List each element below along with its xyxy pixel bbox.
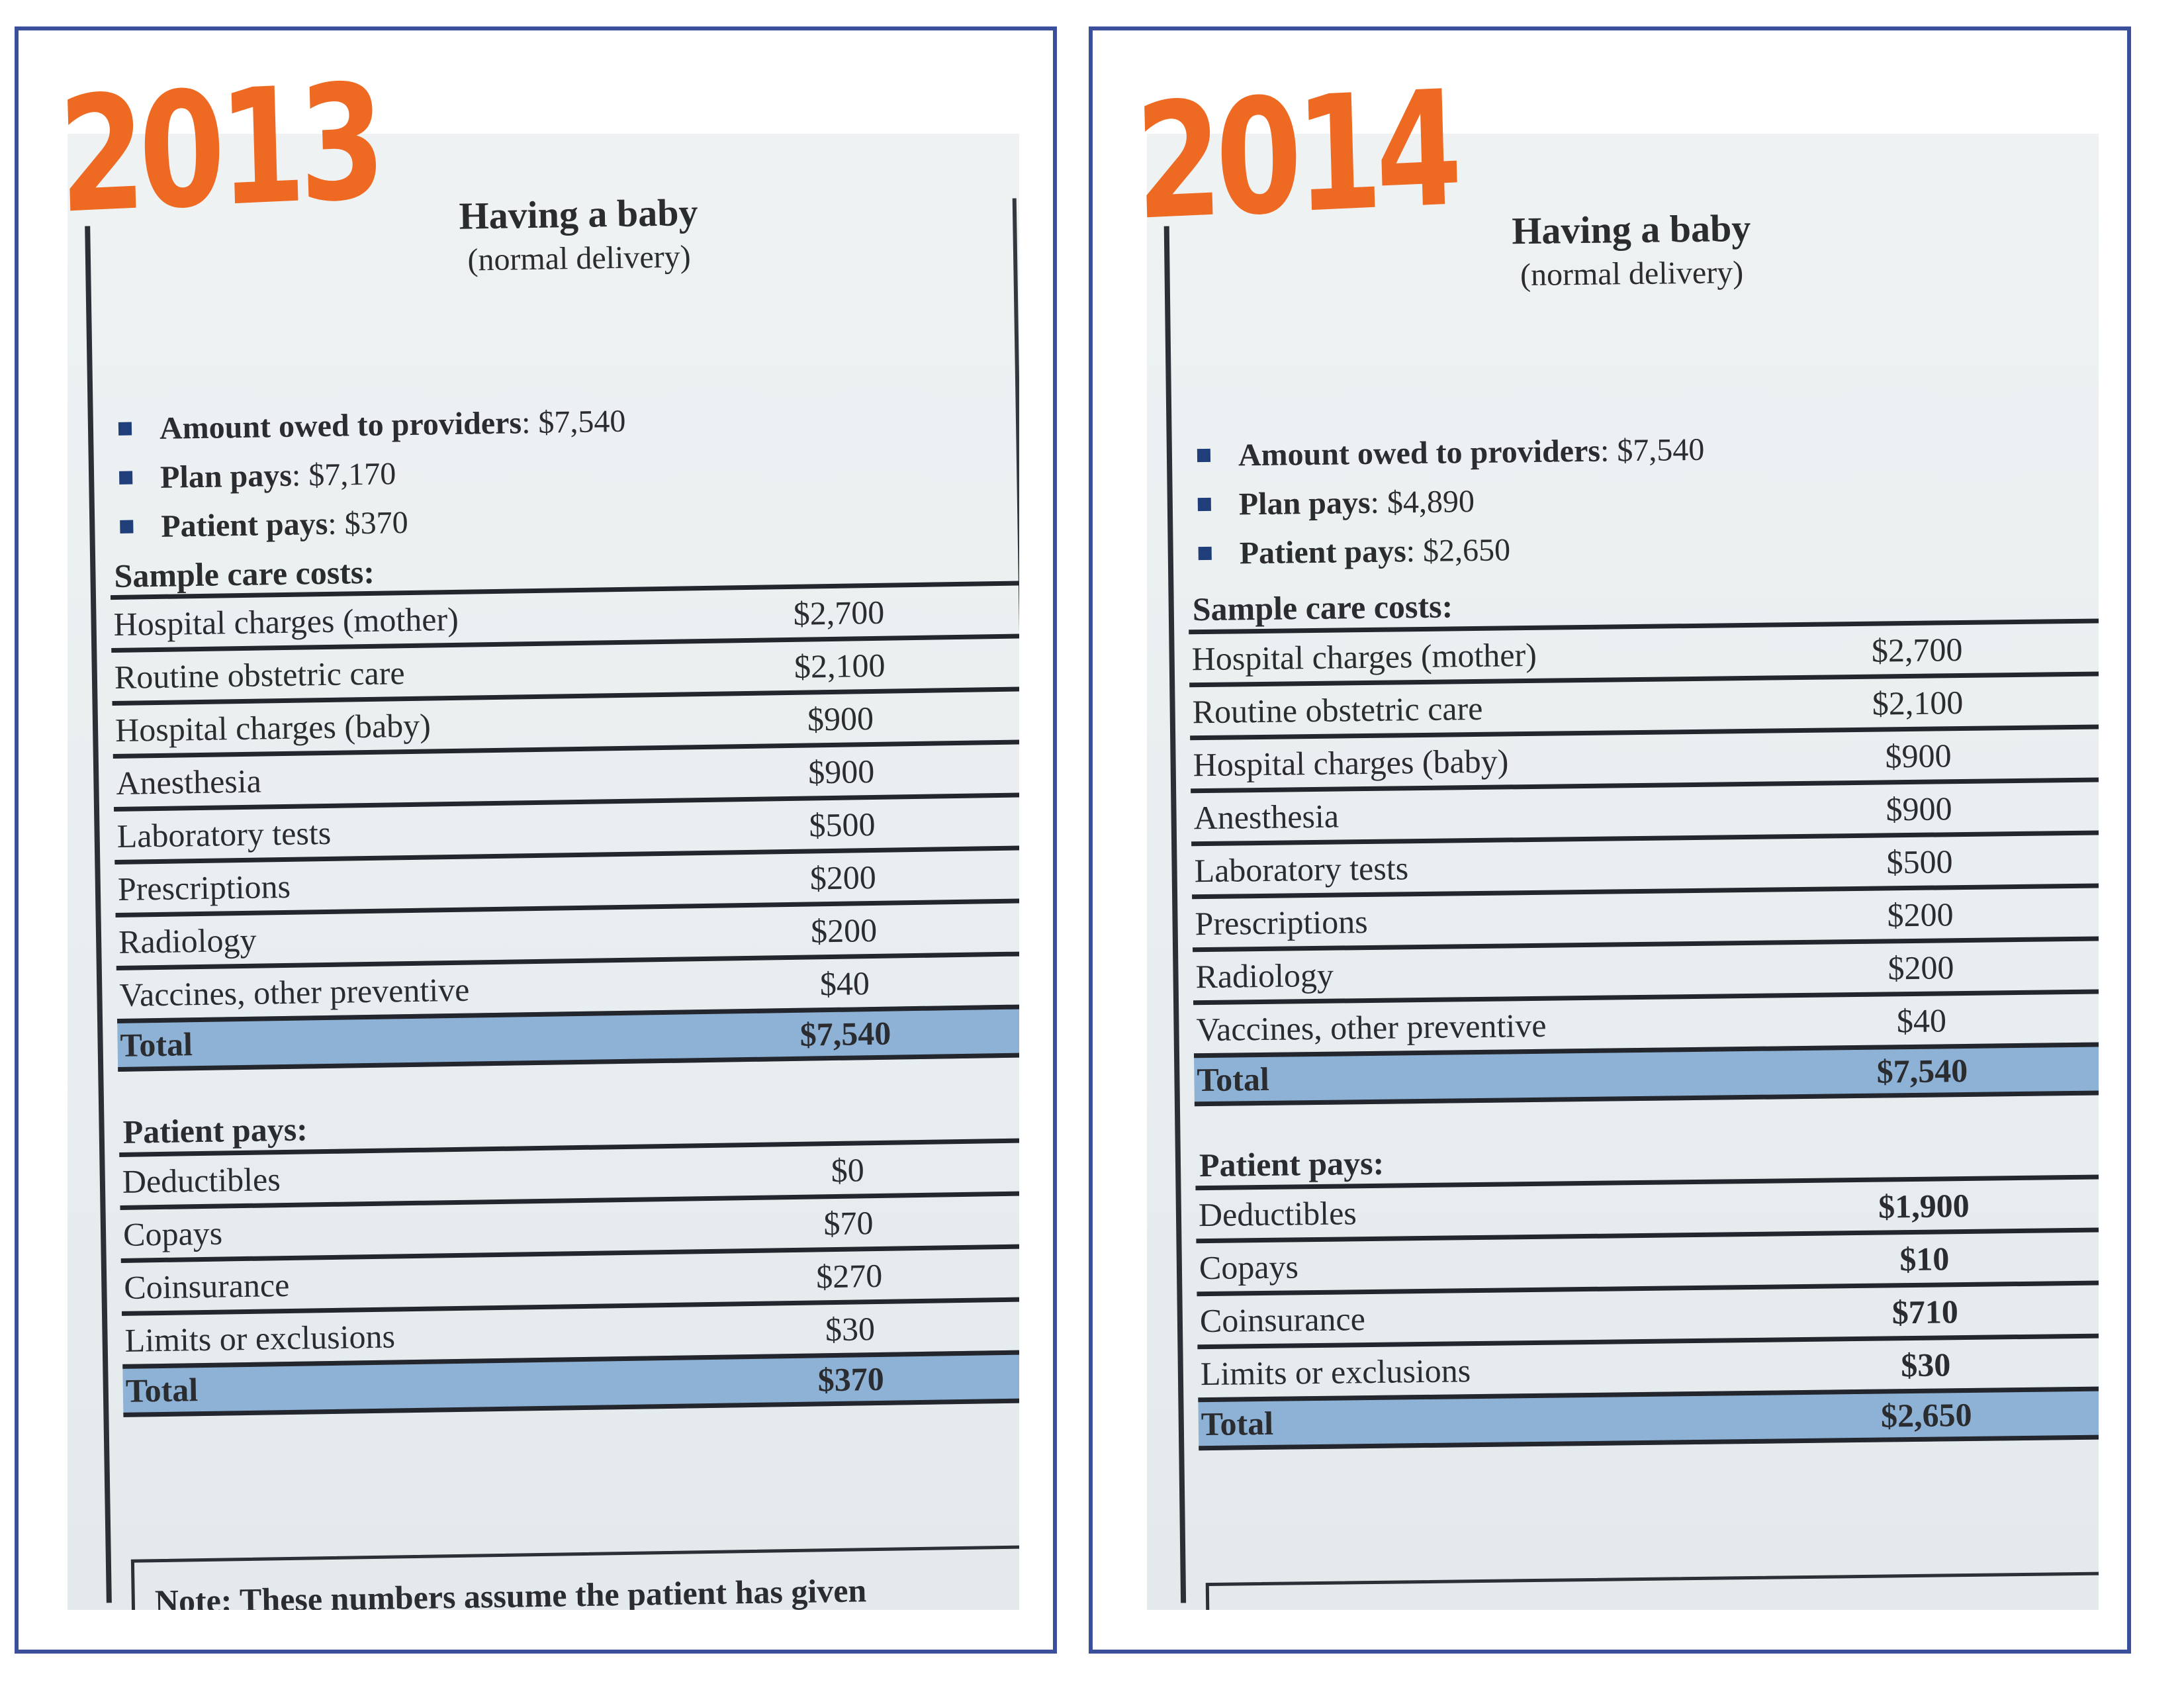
sample-costs-heading: Sample care costs: xyxy=(1192,587,1453,628)
year-badge-2013: 2013 xyxy=(56,49,382,249)
total-amount: $2,650 xyxy=(1880,1395,1972,1434)
row-amount: $900 xyxy=(1885,736,1952,774)
summary-item: Patient pays: $2,650 xyxy=(1198,518,2059,578)
patient-pays-heading: Patient pays: xyxy=(1199,1144,1385,1184)
row-amount: $30 xyxy=(1900,1345,1951,1383)
document-subtitle: (normal delivery) xyxy=(1520,255,1744,293)
sample-costs-table: Hospital charges (mother) $2,700 Routine … xyxy=(110,581,1019,1072)
row-amount: $0 xyxy=(831,1150,865,1189)
row-amount: $200 xyxy=(809,858,877,897)
page-border-left xyxy=(1163,226,1187,1603)
note-box: Note: These numbers assume the patient h… xyxy=(130,1545,1019,1610)
document-title: Having a baby xyxy=(1511,206,1751,253)
document-subtitle: (normal delivery) xyxy=(467,239,692,278)
bullet-icon xyxy=(120,520,134,534)
row-amount: $500 xyxy=(809,805,876,844)
sample-costs-heading: Sample care costs: xyxy=(114,553,375,594)
total-amount: $7,540 xyxy=(1876,1051,1968,1090)
row-amount: $900 xyxy=(807,752,875,791)
document-photo-2014: Having a baby (normal delivery) Amount o… xyxy=(1147,134,2099,1610)
document-heading: Having a baby (normal delivery) xyxy=(1492,206,1771,294)
summary-value: $7,170 xyxy=(308,455,396,492)
row-amount: $200 xyxy=(810,911,878,950)
summary-list: Amount owed to providers: $7,540 Plan pa… xyxy=(118,391,980,551)
row-amount: $2,100 xyxy=(1872,683,1964,722)
total-amount: $7,540 xyxy=(799,1014,891,1053)
summary-label: Plan pays xyxy=(159,457,293,495)
row-amount: $900 xyxy=(807,699,874,738)
bullet-icon xyxy=(1198,546,1212,561)
bullet-icon xyxy=(1197,497,1211,512)
year-badge-2014: 2014 xyxy=(1133,56,1459,256)
row-amount: $2,100 xyxy=(794,646,886,685)
row-amount: $200 xyxy=(1887,895,1954,933)
row-amount: $2,700 xyxy=(1871,630,1963,669)
sample-costs-table: Hospital charges (mother) $2,700 Routine … xyxy=(1189,618,2099,1107)
panel-2013-frame: Having a baby (normal delivery) Amount o… xyxy=(15,26,1057,1654)
row-amount: $1,900 xyxy=(1878,1186,1970,1225)
row-amount: $40 xyxy=(1896,1001,1947,1039)
patient-pays-table: Deductibles $0 Copays $70 Coinsurance $270 … xyxy=(119,1138,1019,1417)
summary-label: Amount owed to providers xyxy=(159,404,522,446)
summary-label: Patient pays xyxy=(160,506,328,544)
document-photo-2013: Having a baby (normal delivery) Amount o… xyxy=(68,134,1019,1610)
row-amount: $710 xyxy=(1891,1292,1959,1331)
row-amount: $70 xyxy=(823,1203,874,1242)
summary-label: Plan pays xyxy=(1238,485,1371,522)
summary-value: $4,890 xyxy=(1387,483,1475,520)
row-amount: $30 xyxy=(825,1309,876,1348)
summary-value: $7,540 xyxy=(1617,432,1705,468)
total-row: Total $2,650 xyxy=(1198,1386,2099,1451)
summary-label: Amount owed to providers xyxy=(1238,433,1601,473)
bullet-icon xyxy=(1197,448,1211,463)
patient-pays-table: Deductibles $1,900 Copays $10 Coinsurance $… xyxy=(1195,1174,2099,1451)
row-amount: $2,700 xyxy=(793,593,885,632)
row-amount: $10 xyxy=(1899,1239,1950,1278)
row-amount: $40 xyxy=(819,964,870,1002)
summary-value: $7,540 xyxy=(537,403,626,440)
page-border-left xyxy=(85,226,112,1603)
total-amount: $370 xyxy=(817,1360,885,1399)
document-title: Having a baby xyxy=(459,191,698,238)
row-amount: $200 xyxy=(1888,948,1954,986)
document-heading: Having a baby (normal delivery) xyxy=(439,190,719,279)
summary-value: $2,650 xyxy=(1422,532,1511,569)
panel-2014-frame: Having a baby (normal delivery) Amount o… xyxy=(1089,26,2131,1654)
row-amount: $900 xyxy=(1886,789,1952,827)
summary-value: $370 xyxy=(344,504,409,541)
bullet-icon xyxy=(119,471,133,485)
note-text: Note: These numbers assume the patient h… xyxy=(154,1571,867,1610)
row-amount: $270 xyxy=(815,1256,883,1295)
summary-list: Amount owed to providers: $7,540 Plan pa… xyxy=(1197,420,2059,578)
note-box xyxy=(1205,1571,2099,1610)
total-row: Total $7,540 xyxy=(1193,1042,2099,1107)
patient-pays-heading: Patient pays: xyxy=(122,1110,308,1150)
row-amount: $500 xyxy=(1886,842,1953,880)
summary-label: Patient pays xyxy=(1239,533,1407,571)
bullet-icon xyxy=(118,422,132,436)
